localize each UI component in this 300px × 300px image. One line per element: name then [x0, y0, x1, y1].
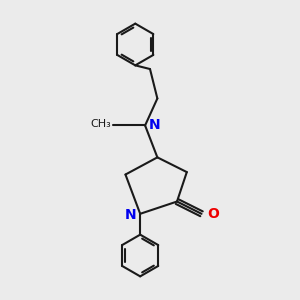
Text: O: O	[208, 207, 220, 221]
Text: N: N	[149, 118, 161, 133]
Text: CH₃: CH₃	[90, 119, 111, 129]
Text: N: N	[125, 208, 136, 222]
